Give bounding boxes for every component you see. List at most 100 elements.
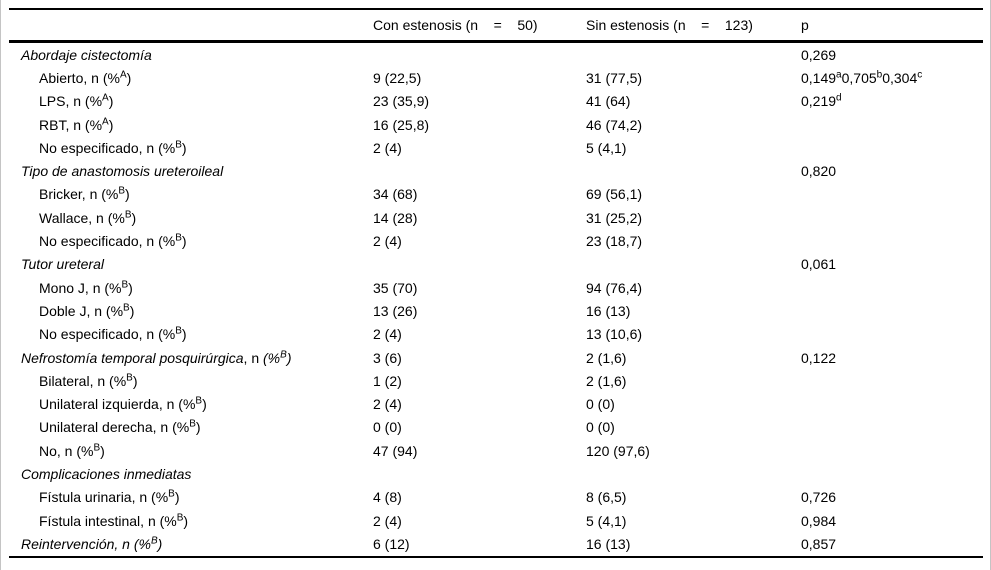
text-segment: Bilateral, n (%: [39, 372, 127, 389]
text-segment: ): [181, 326, 187, 343]
header-sin-estenosis: Sin estenosis (n = 123): [586, 17, 753, 33]
table-row: No especificado, n (%B) 2 (4) 23 (18,7): [9, 229, 983, 252]
text-segment: 0,219: [801, 93, 837, 110]
p-value: 0,820: [801, 163, 837, 180]
text-segment: LPS, n (%: [39, 93, 103, 110]
row-label: Nefrostomía temporal posquirúrgica, n (%…: [9, 349, 373, 366]
text-segment: Mono J, n (%: [39, 279, 122, 296]
con-estenosis-value: 6 (12): [373, 535, 410, 552]
table-row: Abierto, n (%A) 9 (22,5) 31 (77,5) 0,149a0,…: [9, 66, 983, 89]
superscript-footnote-marker: B: [168, 488, 175, 500]
table-row: Abordaje cistectomía 0,269: [9, 43, 983, 66]
con-estenosis-value: 3 (6): [373, 349, 402, 366]
text-segment: Fístula intestinal, n (%: [39, 512, 177, 529]
table-row: Mono J, n (%B) 35 (70) 94 (76,4): [9, 276, 983, 299]
con-estenosis-value: 9 (22,5): [373, 69, 422, 86]
row-label: Bricker, n (%B): [9, 186, 373, 202]
superscript-footnote-marker: B: [123, 302, 130, 314]
p-value: 0,061: [801, 256, 837, 273]
text-segment: Reintervención, n (%: [21, 535, 151, 552]
text-segment: Doble J, n (%: [39, 302, 124, 319]
comparison-table: Con estenosis (n = 50) Sin estenosis (n …: [9, 8, 983, 558]
text-segment: Tipo de anastomosis ureteroileal: [21, 163, 224, 180]
text-segment: ): [157, 535, 163, 552]
table-row: Tutor ureteral 0,061: [9, 253, 983, 276]
text-segment: ): [128, 279, 133, 296]
text-segment: Abordaje cistectomía: [21, 46, 152, 63]
superscript-footnote-marker: d: [836, 92, 842, 104]
row-label: Unilateral derecha, n (%B): [9, 419, 373, 435]
p-value: 0,219d: [801, 93, 983, 109]
text-segment: Unilateral derecha, n (%: [39, 419, 190, 436]
sin-estenosis-value: 69 (56,1): [586, 186, 643, 203]
superscript-footnote-marker: B: [175, 325, 182, 337]
text-segment: ): [132, 372, 138, 389]
table-row: Bilateral, n (%B) 1 (2) 2 (1,6): [9, 369, 983, 392]
sin-estenosis-value: 2 (1,6): [586, 349, 627, 366]
table-row: No especificado, n (%B) 2 (4) 13 (10,6): [9, 323, 983, 346]
row-label: RBT, n (%A): [9, 116, 373, 133]
row-label: Abierto, n (%A): [9, 70, 373, 86]
superscript-footnote-marker: B: [121, 278, 129, 290]
row-label: Reintervención, n (%B): [9, 536, 373, 552]
text-segment: Unilateral izquierda, n (%: [39, 396, 196, 413]
text-segment: No, n (%: [39, 442, 94, 459]
superscript-footnote-marker: a: [836, 69, 842, 81]
table-header-rule: [9, 40, 983, 43]
text-segment: No especificado, n (%: [39, 233, 176, 250]
superscript-footnote-marker: B: [150, 535, 158, 547]
text-segment: ): [174, 489, 180, 506]
sin-estenosis-value: 31 (25,2): [586, 209, 643, 226]
text-segment: Tutor ureteral: [21, 256, 104, 273]
superscript-footnote-marker: B: [175, 232, 182, 244]
superscript-footnote-marker: B: [126, 372, 133, 384]
table-row: Wallace, n (%B) 14 (28) 31 (25,2): [9, 206, 983, 229]
text-segment: ): [286, 349, 292, 366]
text-segment: ): [129, 302, 135, 319]
table-bottom-rule: [9, 555, 983, 558]
text-segment: Fístula urinaria, n (%: [39, 489, 169, 506]
text-segment: Wallace, n (%: [39, 209, 125, 226]
row-label: No especificado, n (%B): [9, 140, 373, 156]
superscript-footnote-marker: b: [876, 69, 883, 81]
sin-estenosis-value: 120 (97,6): [586, 442, 650, 459]
header-con-estenosis: Con estenosis (n = 50): [373, 17, 538, 33]
table-row: LPS, n (%A) 23 (35,9) 41 (64) 0,219d: [9, 90, 983, 113]
table-row: Fístula intestinal, n (%B) 2 (4) 5 (4,1) 0,…: [9, 509, 983, 532]
superscript-footnote-marker: B: [118, 185, 126, 197]
table-row: Tipo de anastomosis ureteroileal 0,820: [9, 159, 983, 182]
row-label: No, n (%B): [9, 443, 373, 459]
con-estenosis-value: 0 (0): [373, 419, 402, 436]
superscript-footnote-marker: B: [93, 442, 101, 454]
row-label: No especificado, n (%B): [9, 326, 373, 342]
text-segment: 0,705: [841, 69, 877, 86]
text-segment: ): [181, 139, 187, 156]
sin-estenosis-value: 23 (18,7): [586, 233, 643, 250]
text-segment: Complicaciones inmediatas: [21, 465, 192, 482]
con-estenosis-value: 2 (4): [373, 396, 402, 413]
p-value: 0,857: [801, 535, 837, 552]
row-label: Bilateral, n (%B): [9, 373, 373, 389]
p-value: 0,149a0,705b0,304c: [801, 70, 983, 86]
con-estenosis-value: 47 (94): [373, 442, 418, 459]
con-estenosis-value: 2 (4): [373, 233, 402, 250]
row-label: Wallace, n (%B): [9, 210, 373, 226]
p-value: 0,726: [801, 489, 837, 506]
text-segment: RBT, n (%: [39, 116, 103, 133]
header-p: p: [801, 17, 809, 33]
row-label: Complicaciones inmediatas: [9, 466, 373, 482]
text-segment: ): [100, 442, 105, 459]
p-value: 0,984: [801, 512, 837, 529]
superscript-footnote-marker: B: [124, 209, 132, 221]
row-label: LPS, n (%A): [9, 93, 373, 109]
superscript-footnote-marker: B: [175, 139, 182, 151]
text-segment: ): [126, 69, 132, 86]
table-row: Bricker, n (%B) 34 (68) 69 (56,1): [9, 183, 983, 206]
sin-estenosis-value: 13 (10,6): [586, 326, 643, 343]
con-estenosis-value: 2 (4): [373, 512, 402, 529]
sin-estenosis-value: 8 (6,5): [586, 489, 627, 506]
sin-estenosis-value: 5 (4,1): [586, 139, 627, 156]
superscript-footnote-marker: c: [917, 69, 923, 81]
table-header-row: Con estenosis (n = 50) Sin estenosis (n …: [9, 10, 983, 40]
